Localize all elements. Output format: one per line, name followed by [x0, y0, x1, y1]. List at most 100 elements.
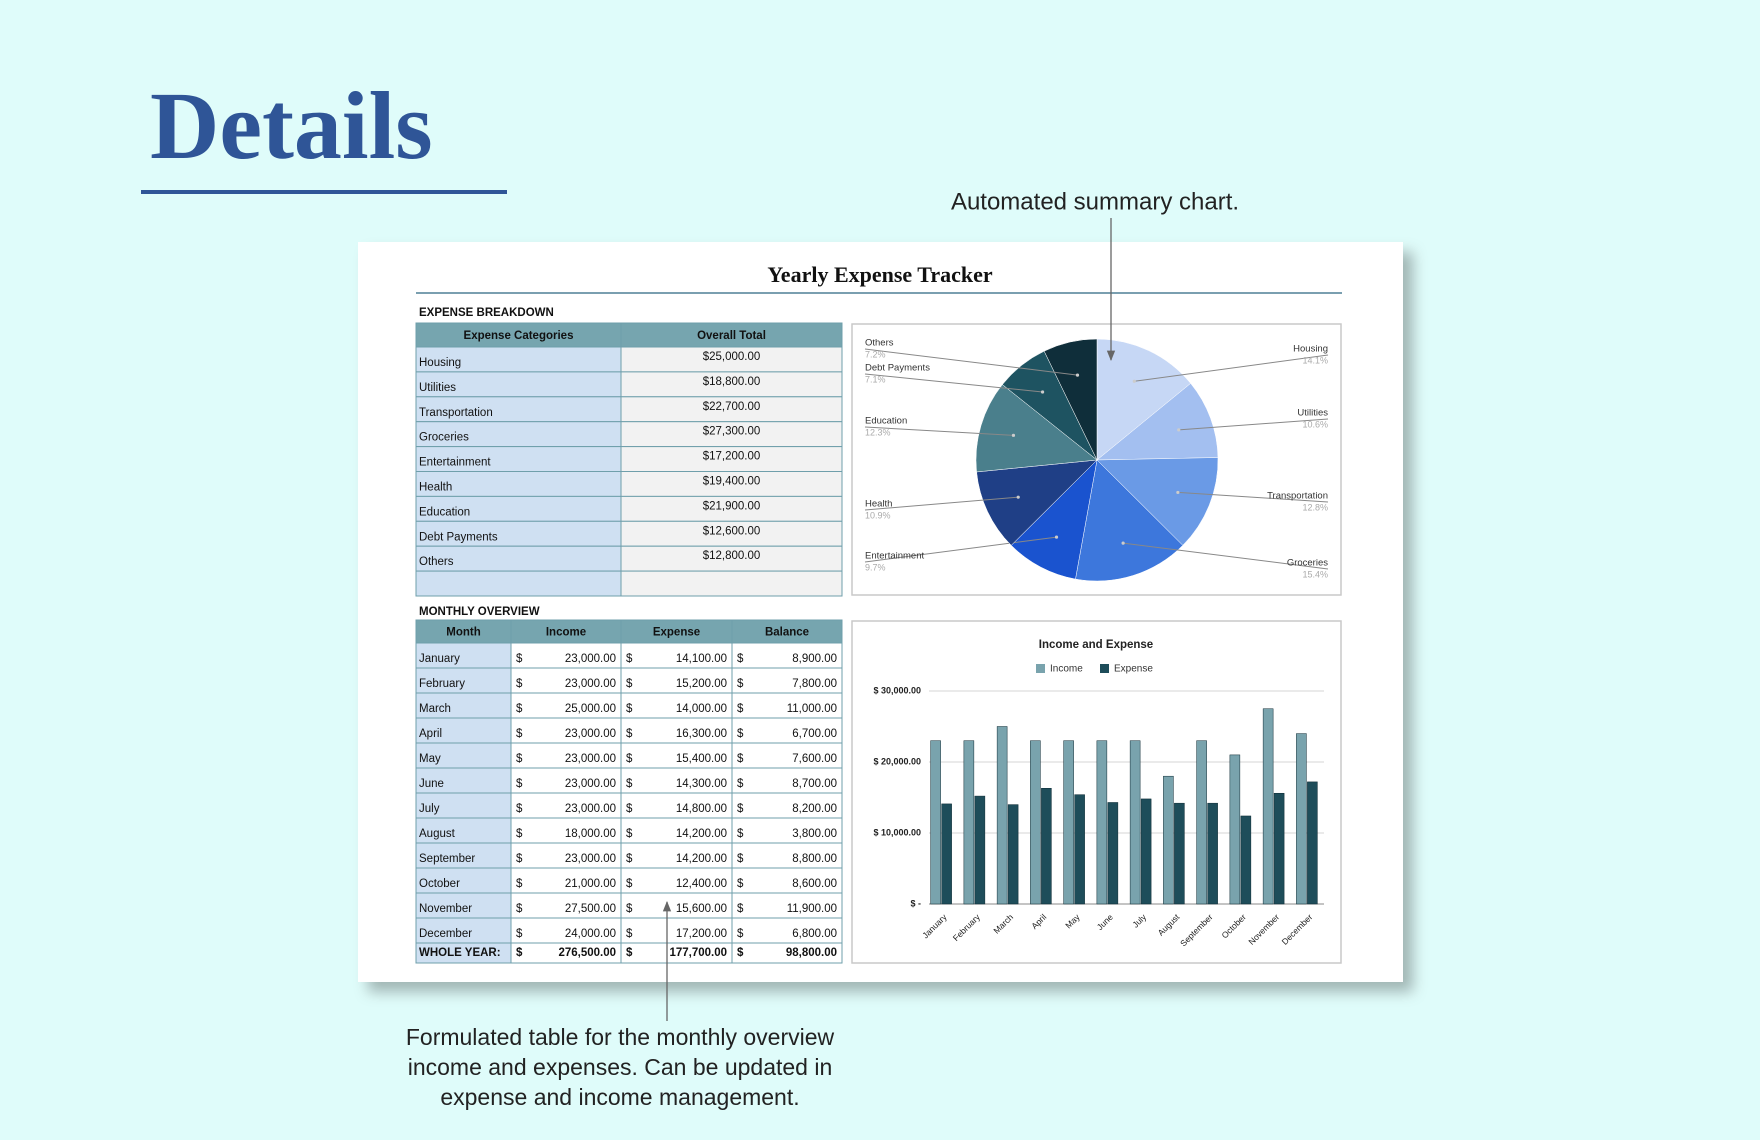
title-rule: [416, 292, 1342, 294]
bar: [1096, 740, 1108, 905]
y-tick-label: $ -: [910, 898, 921, 908]
bar: [1163, 775, 1174, 905]
column-header: Expense: [653, 627, 700, 639]
amount-cell: [620, 667, 733, 694]
month-cell: [415, 917, 512, 944]
leader-dot: [1040, 390, 1045, 394]
title-underline: [141, 190, 507, 194]
amount: 14,300.00: [676, 778, 727, 790]
y-tick-label: $ 10,000.00: [873, 827, 921, 837]
bar: [974, 795, 986, 905]
legend-swatch: [1036, 664, 1045, 673]
slice-percent: 15.4%: [1302, 569, 1328, 579]
month-label: December: [419, 928, 472, 940]
bar: [1229, 754, 1241, 905]
monthly-heading: MONTHLY OVERVIEW: [419, 606, 540, 618]
label-cell: [415, 495, 622, 522]
category-label: Groceries: [419, 432, 469, 444]
category-total: $12,800.00: [703, 550, 761, 562]
currency-sign: $: [516, 828, 523, 840]
bar: [1296, 733, 1307, 905]
slice-label: Others: [865, 338, 894, 349]
month-label: October: [419, 878, 460, 890]
amount-cell: [510, 692, 622, 719]
month-label: June: [419, 778, 444, 790]
slice-label: Groceries: [1287, 558, 1328, 569]
amount: 23,000.00: [565, 728, 616, 740]
slice-percent: 10.6%: [1302, 419, 1328, 429]
currency-sign: $: [516, 778, 523, 790]
amount: 14,000.00: [676, 703, 727, 715]
month-cell: [415, 892, 512, 919]
leader-line: [864, 426, 1014, 436]
pie-slice: [976, 459, 1098, 546]
amount: 15,200.00: [676, 678, 727, 690]
pie-slice: [1096, 457, 1219, 546]
amount-cell: [510, 867, 622, 894]
page-title: Details: [150, 72, 433, 179]
leader-dot: [1011, 433, 1016, 437]
column-header: Income: [546, 627, 586, 639]
slice-percent: 9.7%: [865, 562, 886, 572]
category-label: Transportation: [419, 407, 493, 419]
bar: [1074, 794, 1085, 905]
table-note: Formulated table for the monthly overvie…: [406, 1024, 835, 1050]
legend-swatch: [1100, 664, 1109, 673]
value-cell: [620, 520, 843, 547]
currency-sign: $: [516, 903, 523, 915]
leader-line: [864, 373, 1043, 393]
currency-sign: $: [516, 928, 523, 940]
amount-cell: [620, 917, 733, 944]
legend-label: Expense: [1114, 664, 1153, 675]
amount-cell: [731, 692, 843, 719]
slice-label: Utilities: [1297, 408, 1328, 419]
leader-line: [1134, 354, 1329, 382]
column-header: Expense Categories: [464, 330, 574, 342]
amount: 14,100.00: [676, 653, 727, 665]
chart-note: Automated summary chart.: [951, 188, 1239, 215]
slice-percent: 12.3%: [865, 427, 891, 437]
slice-label: Entertainment: [865, 551, 925, 562]
amount-cell: [510, 717, 622, 744]
pie-slice: [1043, 338, 1098, 461]
amount-cell: [731, 942, 843, 964]
amount: 23,000.00: [565, 678, 616, 690]
amount: 23,000.00: [565, 803, 616, 815]
label-cell: [415, 346, 622, 373]
category-total: $25,000.00: [703, 351, 761, 363]
amount: 23,000.00: [565, 778, 616, 790]
currency-sign: $: [737, 753, 744, 765]
amount: 23,000.00: [565, 853, 616, 865]
amount: 8,800.00: [792, 853, 837, 865]
category-label: Housing: [419, 357, 461, 369]
y-tick-label: $ 30,000.00: [873, 685, 921, 695]
slice-percent: 7.2%: [865, 349, 886, 359]
month-label: March: [419, 703, 451, 715]
category-total: $12,600.00: [703, 525, 761, 537]
y-tick-label: $ 20,000.00: [873, 756, 921, 766]
currency-sign: $: [626, 778, 633, 790]
bar: [1174, 802, 1185, 905]
amount-cell: [510, 817, 622, 844]
label-cell: [415, 446, 622, 473]
column-header: Month: [446, 627, 480, 639]
currency-sign: $: [737, 803, 744, 815]
amount: 6,800.00: [792, 928, 837, 940]
amount-cell: [620, 842, 733, 869]
amount-cell: [731, 817, 843, 844]
currency-sign: $: [626, 928, 633, 940]
currency-sign: $: [626, 653, 633, 665]
amount: 276,500.00: [558, 947, 616, 959]
leader-dot: [1132, 379, 1136, 383]
value-cell: [620, 346, 843, 373]
currency-sign: $: [626, 753, 633, 765]
bar: [1041, 788, 1052, 905]
amount: 8,200.00: [792, 803, 837, 815]
chart-title: Income and Expense: [1039, 639, 1153, 651]
bar: [1273, 792, 1285, 905]
month-label: August: [419, 828, 456, 840]
content: Expense Categories Overall Total Housing $2…: [415, 322, 1329, 964]
currency-sign: $: [626, 828, 633, 840]
category-label: Health: [419, 482, 452, 494]
bar: [1007, 804, 1019, 905]
